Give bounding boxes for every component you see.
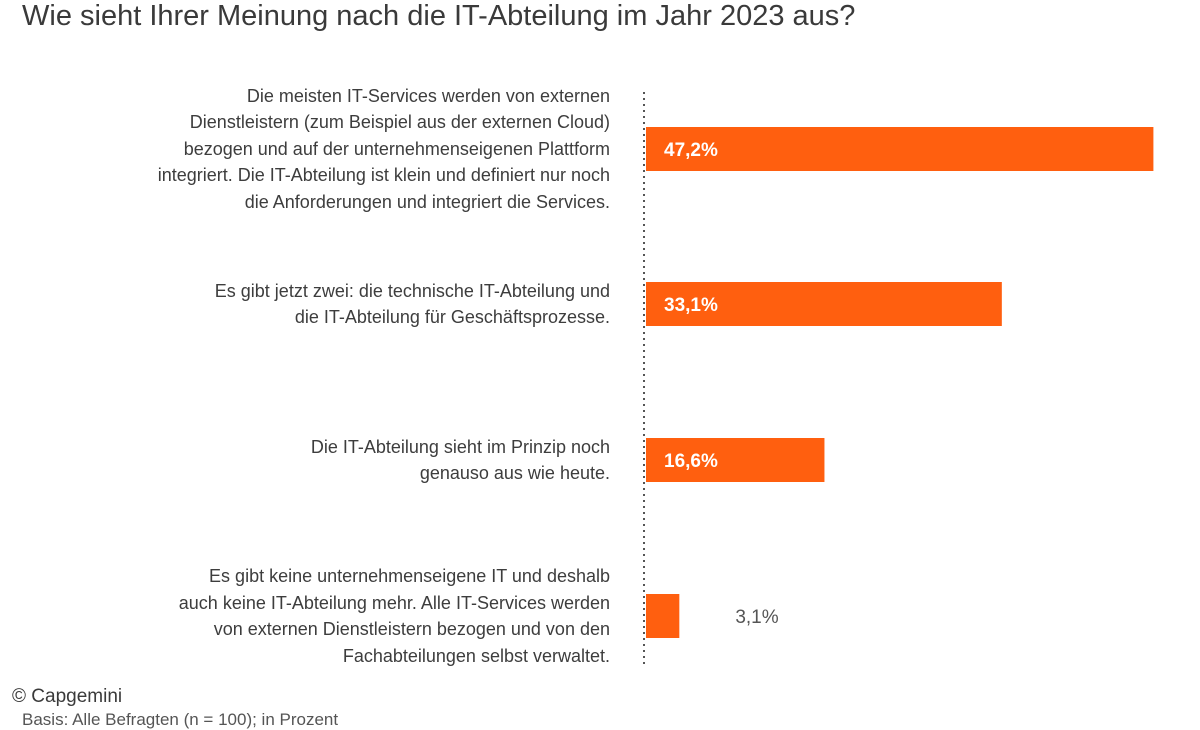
category-label-line: Dienstleistern (zum Beispiel aus der ext… (189, 112, 610, 133)
category-label-line: integriert. Die IT-Abteilung ist klein u… (157, 165, 610, 186)
category-label-line: Die IT-Abteilung sieht im Prinzip noch (310, 436, 610, 457)
category-label-line: Die meisten IT-Services werden von exter… (246, 85, 610, 106)
bar-2 (646, 282, 1002, 326)
footnote-basis: Basis: Alle Befragten (n = 100); in Proz… (22, 710, 339, 729)
category-label-2: Es gibt jetzt zwei: die technische IT-Ab… (10, 278, 610, 331)
category-label-4: Es gibt keine unternehmenseigene IT und … (10, 563, 610, 669)
category-label-3: Die IT-Abteilung sieht im Prinzip noch ge… (10, 434, 610, 487)
bar-value-label-3: 16,6% (664, 451, 718, 472)
bar-3 (646, 438, 825, 482)
bar-value-label-4: 3,1% (735, 607, 778, 628)
copyright-credit: © Capgemini (12, 686, 123, 707)
bar-1 (646, 127, 1154, 171)
category-label-line: Fachabteilungen selbst verwaltet. (342, 645, 610, 666)
bar-value-label-2: 33,1% (664, 295, 718, 316)
category-label-line: die Anforderungen und integriert die Ser… (244, 191, 610, 212)
category-label-line: genauso aus wie heute. (419, 463, 610, 483)
category-label-line: auch keine IT-Abteilung mehr. Alle IT-Se… (178, 592, 610, 613)
chart-title: Wie sieht Ihrer Meinung nach die IT-Abte… (22, 0, 856, 32)
category-label-line: Es gibt keine unternehmenseigene IT und … (209, 566, 610, 586)
category-label-line: Es gibt jetzt zwei: die technische IT-Ab… (214, 280, 610, 301)
category-label-line: von externen Dienstleistern bezogen und … (213, 619, 610, 639)
bar-4 (646, 594, 680, 638)
category-label-1: Die meisten IT-Services werden von exter… (10, 83, 610, 216)
category-label-line: die IT-Abteilung für Geschäftsprozesse. (294, 307, 610, 327)
category-label-line: bezogen und auf der unternehmenseigenen … (183, 138, 610, 159)
bar-value-label-1: 47,2% (664, 140, 718, 161)
